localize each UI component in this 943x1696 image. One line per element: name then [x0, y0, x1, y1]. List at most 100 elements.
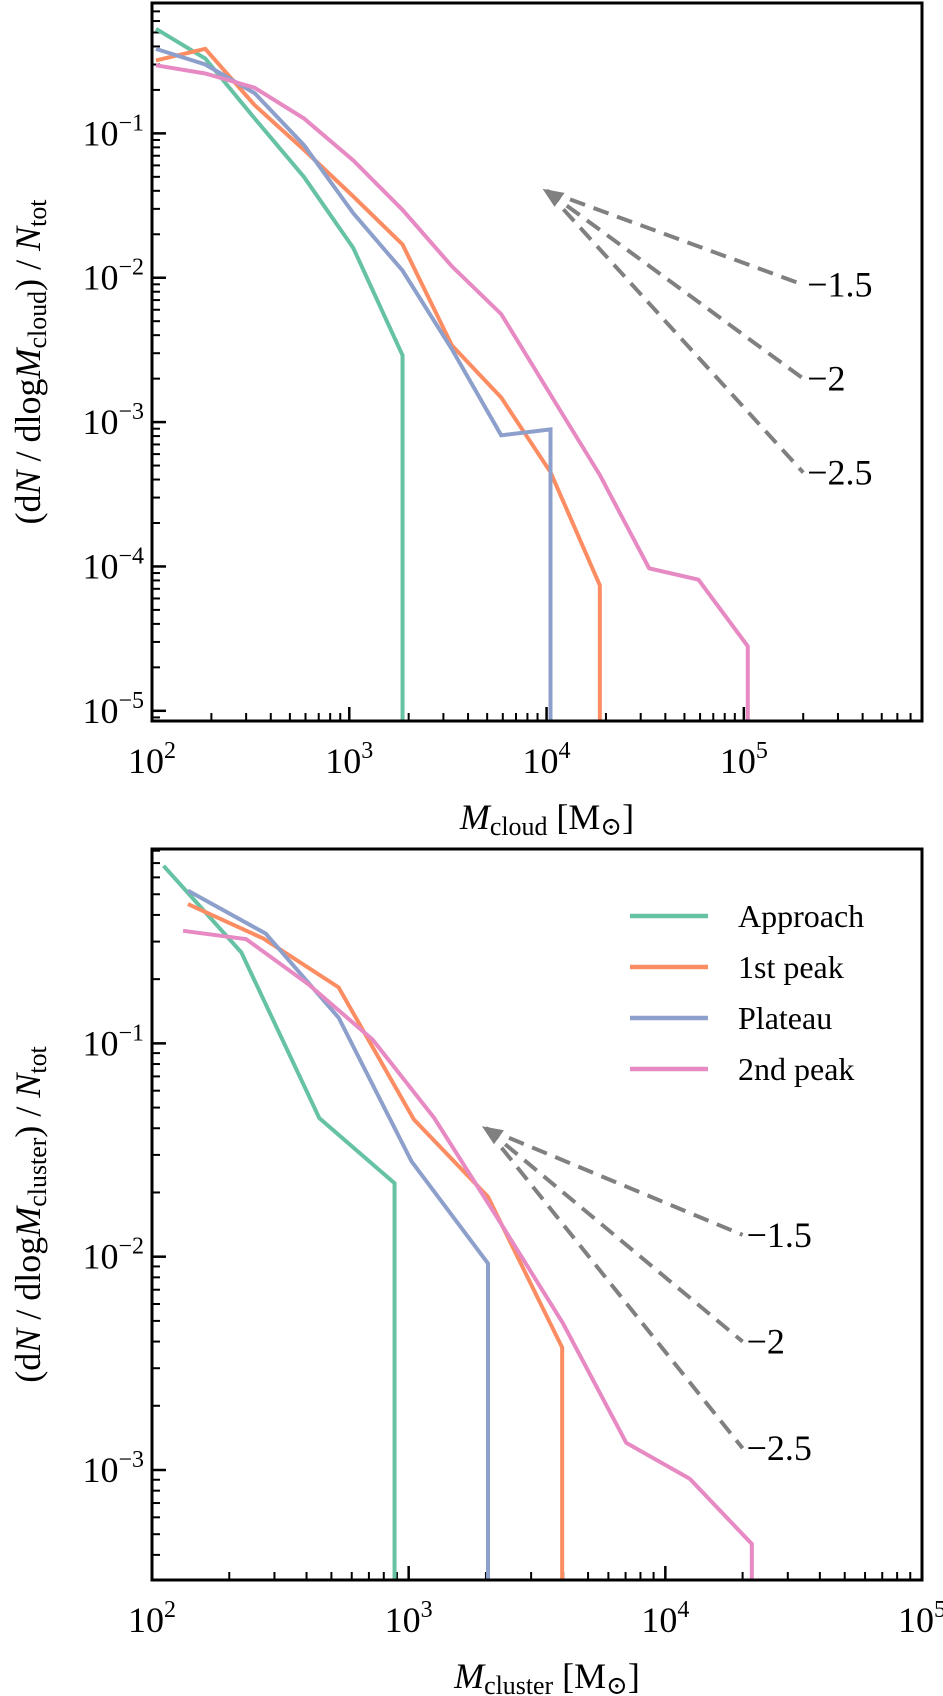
tick-base: 10	[82, 1023, 118, 1063]
tick-exponent: 5	[934, 1597, 943, 1623]
y-tick-label: 10−1	[82, 1020, 144, 1063]
series-group	[154, 27, 750, 721]
series-line-2nd-peak	[155, 63, 750, 721]
label-part: ]	[622, 797, 634, 837]
label-part: (d	[8, 1353, 48, 1383]
tick-base: 10	[82, 691, 118, 731]
series-line-1st-peak	[155, 46, 602, 721]
label-part: ⊙	[606, 1671, 628, 1696]
x-tick-label: 104	[523, 738, 571, 781]
legend-label: 1st peak	[738, 949, 844, 985]
tick-base: 10	[82, 1450, 118, 1490]
plot-frame	[150, 847, 924, 1582]
y-tick-label: 10−2	[82, 255, 144, 298]
label-part: M	[453, 1656, 486, 1696]
tick-base: 10	[128, 1600, 164, 1640]
legend-label: 2nd peak	[738, 1051, 854, 1087]
y-axis-label: (dN / dlogMcloud) / Ntot	[8, 199, 52, 525]
tick-exponent: −1	[118, 110, 144, 136]
legend-label: Approach	[738, 898, 864, 934]
reference-slope-label: −2	[807, 359, 845, 399]
label-part: (d	[8, 494, 48, 524]
reference-slope-line	[484, 1126, 744, 1344]
tick-base: 10	[128, 741, 164, 781]
y-tick-label: 10−5	[82, 688, 144, 731]
series-line-plateau	[186, 888, 490, 1580]
label-part: M	[8, 1205, 48, 1238]
series-group	[162, 864, 754, 1580]
label-part: / dlog	[8, 1237, 48, 1329]
reference-slope-origin-marker	[481, 1126, 504, 1145]
tick-base: 10	[82, 113, 118, 153]
reference-slope-line	[545, 189, 805, 474]
tick-base: 10	[641, 1600, 677, 1640]
tick-exponent: −3	[118, 1447, 144, 1473]
legend-label: Plateau	[738, 1000, 832, 1036]
tick-exponent: −3	[118, 399, 144, 425]
reference-slope-line	[545, 188, 804, 287]
reference-slope-label: −1.5	[807, 265, 872, 305]
label-part: M	[8, 346, 48, 379]
reference-slope-line	[485, 1126, 744, 1237]
label-part: N	[8, 468, 48, 495]
tick-exponent: 4	[559, 738, 571, 764]
x-tick-label: 102	[128, 1597, 176, 1640]
label-part: / dlog	[8, 378, 48, 470]
series-line-approach	[162, 864, 397, 1580]
tick-base: 10	[898, 1600, 934, 1640]
x-tick-label: 105	[720, 738, 768, 781]
label-part: M	[459, 797, 492, 837]
label-part: ]	[628, 1656, 640, 1696]
x-tick-label: 105	[898, 1597, 943, 1640]
label-part: cluster	[23, 1137, 52, 1206]
label-part: N	[8, 225, 48, 252]
reference-slope-label: −2.5	[747, 1428, 812, 1468]
label-part: ) /	[8, 1098, 48, 1138]
series-line-1st-peak	[187, 902, 565, 1580]
reference-slopes	[545, 188, 805, 474]
tick-base: 10	[720, 741, 756, 781]
tick-exponent: −2	[118, 1234, 144, 1260]
label-part: cloud	[490, 812, 548, 841]
label-part: N	[8, 1327, 48, 1354]
label-part: ) /	[8, 251, 48, 291]
reference-slope-label: −1.5	[747, 1215, 812, 1255]
y-tick-label: 10−3	[82, 1447, 144, 1490]
tick-exponent: 3	[421, 1597, 433, 1623]
tick-exponent: −5	[118, 688, 144, 714]
tick-base: 10	[325, 741, 361, 781]
y-tick-label: 10−2	[82, 1234, 144, 1277]
x-tick-label: 104	[641, 1597, 689, 1640]
tick-base: 10	[385, 1600, 421, 1640]
reference-slope-label: −2.5	[807, 453, 872, 493]
tick-exponent: 2	[164, 1597, 176, 1623]
tick-exponent: −4	[118, 543, 144, 569]
label-part: [M	[547, 797, 600, 837]
series-line-2nd-peak	[182, 928, 754, 1580]
series-line-approach	[154, 27, 405, 721]
label-part: tot	[23, 1045, 52, 1073]
y-axis-label: (dN / dlogMcluster) / Ntot	[8, 1045, 52, 1382]
label-part: cloud	[23, 291, 52, 349]
x-axis-label: Mcloud [M⊙]	[459, 797, 634, 841]
label-part: tot	[23, 199, 52, 227]
tick-exponent: 3	[361, 738, 373, 764]
tick-exponent: −2	[118, 255, 144, 281]
reference-slope-label: −2	[747, 1322, 785, 1362]
x-tick-label: 103	[325, 738, 373, 781]
reference-slope-line	[545, 189, 805, 381]
plot-frame	[150, 1, 924, 723]
tick-base: 10	[523, 741, 559, 781]
tick-base: 10	[82, 1237, 118, 1277]
legend: Approach 1st peak Plateau 2nd peak	[630, 898, 864, 1087]
label-part: cluster	[484, 1671, 553, 1696]
reference-slope-line	[484, 1126, 745, 1450]
x-axis-label: Mcluster [M⊙]	[453, 1656, 640, 1696]
reference-slopes	[484, 1126, 745, 1450]
tick-exponent: 5	[756, 738, 768, 764]
x-tick-label: 103	[385, 1597, 433, 1640]
x-tick-label: 102	[128, 738, 176, 781]
